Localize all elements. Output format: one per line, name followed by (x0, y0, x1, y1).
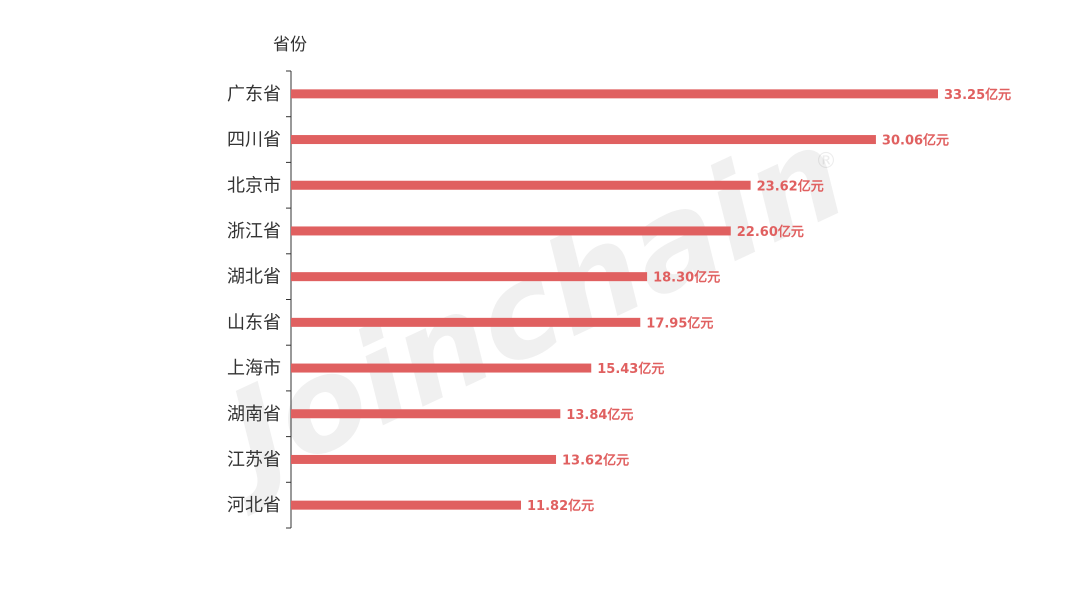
bar (291, 89, 938, 99)
value-label: 17.95亿元 (646, 315, 713, 331)
bar (291, 180, 751, 190)
watermark-registered-mark: ® (815, 149, 837, 174)
value-labels-group: 33.25亿元 30.06亿元 23.62亿元 22.60亿元 18.30亿元 17.95… (527, 87, 1011, 514)
category-label: 江苏省 (227, 449, 281, 470)
bar (291, 409, 561, 419)
y-axis-title: 省份 (273, 35, 307, 55)
value-label: 13.84亿元 (566, 407, 633, 423)
category-label: 河北省 (227, 495, 281, 516)
value-label: 23.62亿元 (757, 178, 824, 194)
category-label: 湖南省 (227, 404, 281, 425)
category-label: 湖北省 (227, 267, 281, 288)
y-axis (286, 70, 292, 529)
category-label: 广东省 (227, 84, 281, 105)
bars-group (291, 89, 938, 510)
category-label: 上海市 (227, 358, 281, 379)
bar (291, 272, 648, 282)
bar (291, 363, 592, 373)
bar (291, 135, 876, 145)
value-label: 18.30亿元 (653, 270, 720, 286)
bar (291, 226, 731, 236)
value-label: 22.60亿元 (737, 224, 804, 240)
bar (291, 454, 557, 464)
category-label: 北京市 (227, 175, 281, 196)
value-label: 15.43亿元 (597, 361, 664, 377)
value-label: 11.82亿元 (527, 498, 594, 514)
value-label: 13.62亿元 (562, 452, 629, 468)
bar (291, 317, 641, 327)
category-label: 四川省 (227, 130, 281, 151)
category-label: 山东省 (227, 312, 281, 333)
value-label: 33.25亿元 (944, 87, 1011, 103)
category-label: 浙江省 (227, 221, 281, 242)
value-label: 30.06亿元 (882, 133, 949, 149)
bar (291, 500, 522, 510)
